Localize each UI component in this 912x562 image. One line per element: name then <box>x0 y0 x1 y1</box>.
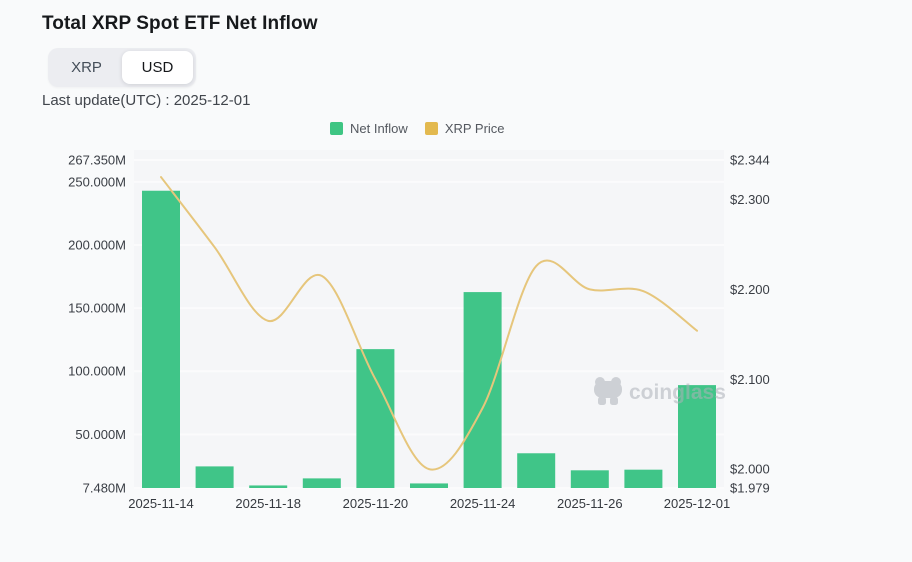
toggle-option-usd[interactable]: USD <box>122 51 193 84</box>
net-inflow-bar[interactable] <box>463 292 502 488</box>
left-axis-tick: 100.000M <box>68 364 126 379</box>
x-axis-date-label: 2025-11-14 <box>128 496 194 511</box>
right-axis-tick: $2.200 <box>730 282 770 297</box>
x-axis-date-label: 2025-12-01 <box>664 496 731 511</box>
x-axis-date-label: 2025-11-26 <box>557 496 623 511</box>
right-axis-tick: $2.000 <box>730 462 770 477</box>
net-inflow-bar[interactable] <box>570 470 609 488</box>
coinglass-bear-icon <box>610 397 618 405</box>
xrp-price-line <box>160 176 698 471</box>
legend-item-net-inflow[interactable]: Net Inflow <box>330 121 408 136</box>
right-axis-tick: $1.979 <box>730 481 770 496</box>
left-axis-tick: 150.000M <box>68 301 126 316</box>
net-inflow-bar[interactable] <box>142 190 180 488</box>
x-axis-date-label: 2025-11-24 <box>450 496 516 511</box>
left-axis-tick: 7.480M <box>83 481 126 496</box>
chart-legend: Net Inflow XRP Price <box>330 121 505 136</box>
legend-item-xrp-price[interactable]: XRP Price <box>424 121 505 136</box>
last-update-text: Last update(UTC) : 2025-12-01 <box>42 92 251 109</box>
net-inflow-bar[interactable] <box>678 385 716 488</box>
net-inflow-bar[interactable] <box>517 453 556 488</box>
net-inflow-bar[interactable] <box>410 483 448 488</box>
x-axis-date-label: 2025-11-18 <box>235 496 301 511</box>
toggle-option-xrp[interactable]: XRP <box>51 51 122 84</box>
watermark-text: coinglass <box>629 381 726 404</box>
xrp-price-swatch-icon <box>424 122 438 135</box>
left-axis-tick: 50.000M <box>75 427 126 442</box>
right-axis-tick: $2.100 <box>730 372 770 387</box>
net-inflow-bar[interactable] <box>302 478 341 488</box>
right-axis-tick: $2.300 <box>730 192 770 207</box>
net-inflow-swatch-icon <box>330 122 343 135</box>
legend-label: Net Inflow <box>350 121 408 136</box>
left-axis-tick: 250.000M <box>68 174 126 189</box>
coinglass-watermark: coinglass <box>594 377 726 405</box>
legend-label: XRP Price <box>444 121 505 136</box>
page-title: Total XRP Spot ETF Net Inflow <box>42 13 318 34</box>
x-axis-date-label: 2025-11-20 <box>343 496 409 511</box>
net-inflow-bar[interactable] <box>195 466 234 488</box>
net-inflow-bar[interactable] <box>356 349 395 488</box>
net-inflow-bar[interactable] <box>249 485 288 488</box>
coinglass-bear-icon <box>598 397 606 405</box>
coinglass-bear-icon <box>594 381 622 398</box>
left-axis-tick: 200.000M <box>68 238 126 253</box>
plot-area <box>134 150 724 488</box>
unit-toggle: XRP USD <box>48 48 196 87</box>
net-inflow-bar[interactable] <box>624 469 663 488</box>
right-axis-tick: $2.344 <box>730 153 770 168</box>
left-axis-tick: 267.350M <box>68 153 126 168</box>
